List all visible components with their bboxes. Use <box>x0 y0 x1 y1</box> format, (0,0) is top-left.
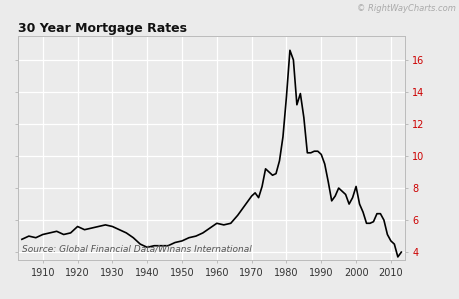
Text: Source: Global Financial Data/Winans International: Source: Global Financial Data/Winans Int… <box>22 244 252 254</box>
Text: © RightWayCharts.com: © RightWayCharts.com <box>356 4 454 13</box>
Text: 30 Year Mortgage Rates: 30 Year Mortgage Rates <box>18 22 187 35</box>
